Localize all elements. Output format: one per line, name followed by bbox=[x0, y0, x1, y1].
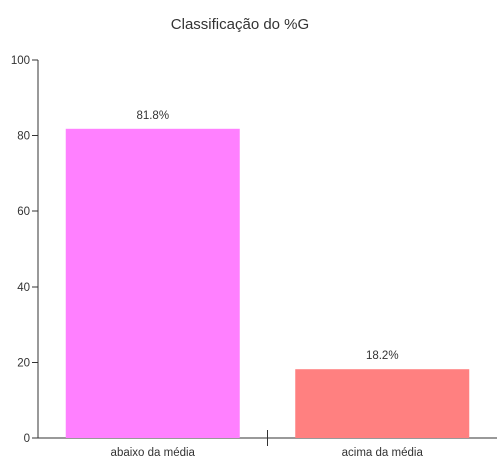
x-category-label: acima da média bbox=[342, 447, 424, 459]
x-axis: abaixo da média acima da média bbox=[38, 430, 497, 459]
y-axis: 0 20 40 60 80 100 bbox=[11, 55, 39, 445]
y-tick-label: 20 bbox=[17, 357, 30, 369]
bars-group bbox=[65, 128, 470, 438]
bar bbox=[295, 369, 470, 438]
bar-value-label: 81.8% bbox=[136, 110, 169, 122]
y-tick-label: 40 bbox=[17, 282, 30, 294]
bar bbox=[65, 128, 240, 438]
chart-title: Classificação do %G bbox=[171, 16, 309, 33]
bar-value-label: 18.2% bbox=[366, 350, 399, 362]
y-tick-label: 100 bbox=[11, 55, 30, 67]
y-tick-label: 60 bbox=[17, 206, 30, 218]
data-labels-group: 81.8% 18.2% bbox=[136, 110, 398, 362]
x-category-label: abaixo da média bbox=[111, 447, 196, 459]
y-tick-label: 0 bbox=[24, 433, 30, 445]
y-tick-label: 80 bbox=[17, 131, 30, 143]
